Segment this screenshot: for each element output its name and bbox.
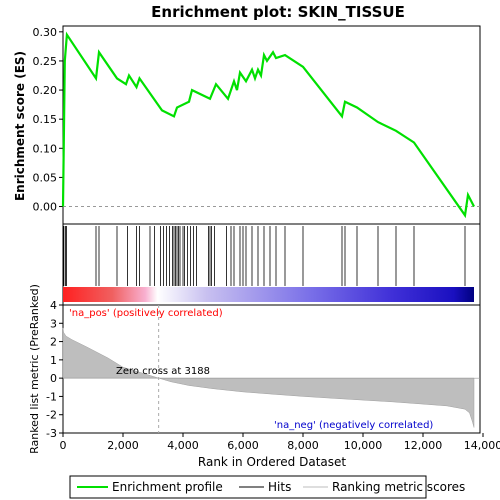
xtick-label: 8,000	[287, 439, 319, 452]
ranking-heatbar	[63, 287, 474, 302]
metric-ytick-label: 4	[50, 299, 57, 312]
metric-ytick-label: 3	[50, 317, 57, 330]
legend-hits-label: Hits	[268, 480, 291, 494]
pos-label: 'na_pos' (positively correlated)	[69, 308, 223, 319]
metric-ytick-label: 0	[50, 372, 57, 385]
ranking-metric-area	[62, 327, 475, 428]
xtick-label: 0	[60, 439, 67, 452]
es-ytick-label: 0.00	[33, 201, 58, 214]
xtick-label: 10,000	[344, 439, 383, 452]
xtick-label: 2,000	[107, 439, 139, 452]
neg-label: 'na_neg' (negatively correlated)	[274, 420, 433, 431]
chart-title: Enrichment plot: SKIN_TISSUE	[151, 3, 405, 21]
es-ytick-label: 0.20	[33, 84, 58, 97]
legend-metric-label: Ranking metric scores	[332, 480, 465, 494]
metric-ytick-label: -2	[46, 409, 57, 422]
es-panel-frame	[62, 25, 481, 225]
metric-panel-frame	[62, 304, 481, 434]
metric-ytick-label: -1	[46, 390, 57, 403]
es-ytick-label: 0.05	[33, 171, 58, 184]
metric-axis-title: Ranked list metric (PreRanked)	[28, 284, 41, 454]
enrichment-profile-line	[61, 31, 475, 219]
es-axis-title: Enrichment score (ES)	[13, 51, 27, 201]
es-ytick-label: 0.15	[33, 113, 58, 126]
es-ytick-label: 0.25	[33, 55, 58, 68]
es-ytick-label: 0.30	[33, 26, 58, 39]
metric-ytick-label: -3	[46, 427, 57, 440]
x-axis-title: Rank in Ordered Dataset	[198, 455, 346, 469]
metric-ytick-label: 2	[50, 336, 57, 349]
xtick-label: 14,000	[464, 439, 500, 452]
legend-profile-label: Enrichment profile	[112, 480, 223, 494]
xtick-label: 6,000	[227, 439, 259, 452]
zero-cross-label: Zero cross at 3188	[116, 366, 210, 377]
metric-ytick-label: 1	[50, 354, 57, 367]
xtick-label: 12,000	[404, 439, 443, 452]
xtick-label: 4,000	[167, 439, 199, 452]
es-ytick-label: 0.10	[33, 142, 58, 155]
